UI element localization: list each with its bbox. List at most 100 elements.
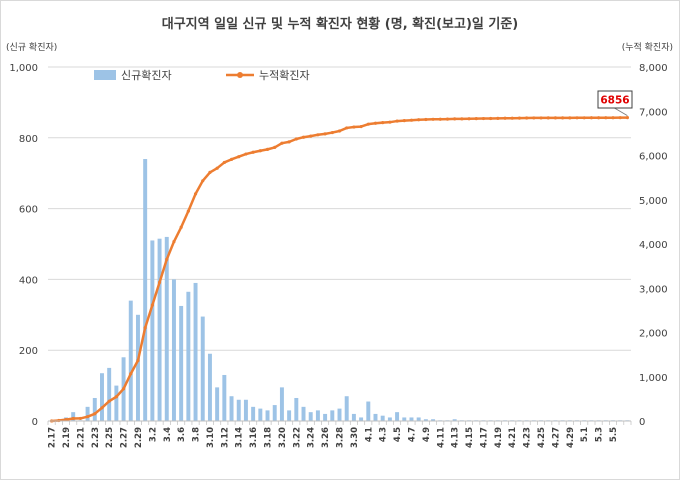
line-point — [107, 399, 111, 403]
line-point — [121, 387, 126, 391]
line-point — [467, 117, 471, 121]
bar — [171, 279, 176, 421]
line-point — [309, 134, 313, 138]
legend-label-bar: 신규확진자 — [121, 69, 172, 82]
bar — [409, 417, 414, 421]
x-tick-label: 5.5 — [609, 427, 619, 442]
line-point — [568, 116, 572, 120]
line-point — [258, 149, 262, 153]
x-tick-label: 3.28 — [336, 427, 346, 448]
bar — [179, 305, 184, 421]
line-point — [373, 121, 378, 125]
line-point — [129, 372, 133, 376]
bar — [215, 387, 220, 421]
line-point — [582, 116, 586, 120]
y-right-axis-label: (누적 확진자) — [622, 41, 673, 53]
line-point — [100, 406, 104, 410]
legend-swatch-bar — [94, 70, 116, 80]
line-point — [510, 116, 514, 120]
bar — [200, 316, 205, 421]
line-point — [618, 116, 622, 120]
line-point — [222, 160, 226, 165]
line-point — [345, 126, 349, 130]
line-point — [93, 412, 97, 416]
y-left-tick-label: 400 — [19, 275, 38, 286]
line-point — [71, 416, 75, 421]
x-tick-label: 3.20 — [278, 427, 288, 448]
x-tick-label: 2.23 — [91, 427, 101, 448]
line-point — [337, 129, 342, 133]
x-tick-label: 3.14 — [235, 427, 245, 448]
callout-leader — [614, 107, 628, 117]
callout: 6856 — [597, 90, 633, 117]
line-point — [237, 155, 241, 159]
bar — [351, 413, 356, 421]
line-point — [85, 415, 90, 419]
bar — [107, 367, 112, 421]
y-left-tick-label: 1,000 — [9, 63, 38, 74]
bar — [402, 417, 407, 421]
x-tick-label: 5.3 — [595, 427, 605, 442]
line-point — [78, 416, 82, 421]
line-point — [532, 116, 536, 120]
bar — [243, 399, 248, 421]
line-point — [381, 121, 385, 125]
line-point — [445, 117, 450, 121]
x-tick-label: 4.5 — [393, 427, 403, 442]
y-right-tick-label: 8,000 — [639, 63, 668, 74]
line-point — [150, 303, 154, 307]
x-tick-label: 4.23 — [523, 427, 533, 448]
x-tick-label: 3.16 — [249, 427, 259, 448]
y-right-tick-label: 0 — [639, 417, 645, 428]
line-point — [409, 118, 414, 122]
x-tick-label: 3.24 — [307, 427, 317, 448]
line-point — [546, 116, 550, 120]
bar-series — [64, 159, 630, 422]
bar — [71, 412, 76, 421]
x-tick-label: 3.8 — [192, 427, 202, 442]
bar — [135, 314, 140, 421]
x-tick-label: 4.11 — [436, 427, 446, 448]
line-point — [323, 132, 327, 136]
line-point — [265, 147, 270, 151]
bar — [323, 413, 328, 421]
y-left-tick-label: 0 — [32, 417, 38, 428]
line-point — [208, 170, 212, 175]
line-point — [561, 116, 565, 120]
bar — [452, 419, 457, 421]
x-tick-label: 4.1 — [364, 427, 374, 442]
bar — [308, 412, 313, 421]
x-tick-label: 3.26 — [321, 427, 331, 448]
line-point — [165, 257, 169, 261]
bar — [373, 413, 378, 421]
x-tick-label: 3.2 — [148, 427, 158, 442]
y-right-tick-label: 1,000 — [639, 373, 668, 384]
x-tick-label: 4.17 — [479, 427, 489, 448]
y-left-tick-label: 600 — [19, 205, 38, 216]
line-point — [251, 150, 255, 154]
x-tick-label: 2.25 — [105, 427, 115, 448]
line-point — [366, 122, 370, 126]
line-point — [301, 135, 306, 139]
bar — [337, 408, 342, 421]
bar — [344, 396, 349, 421]
line-point — [496, 116, 500, 120]
line-point — [417, 118, 421, 122]
line-point — [438, 117, 442, 121]
line-point — [244, 152, 248, 156]
bar — [330, 410, 335, 421]
x-tick-label: 2.27 — [120, 427, 130, 448]
line-point — [157, 280, 162, 284]
bar — [258, 408, 263, 421]
line-point — [517, 116, 522, 120]
line-point — [597, 116, 601, 120]
x-tick-label: 3.4 — [163, 427, 173, 442]
line-point — [330, 130, 334, 135]
y-right-tick-label: 5,000 — [639, 196, 668, 207]
line-point — [193, 192, 198, 196]
callout-value: 6856 — [600, 95, 629, 107]
line-point — [273, 145, 277, 150]
y-right-tick-label: 3,000 — [639, 284, 668, 295]
bar — [236, 399, 241, 421]
x-tick-label: 3.6 — [177, 427, 187, 442]
